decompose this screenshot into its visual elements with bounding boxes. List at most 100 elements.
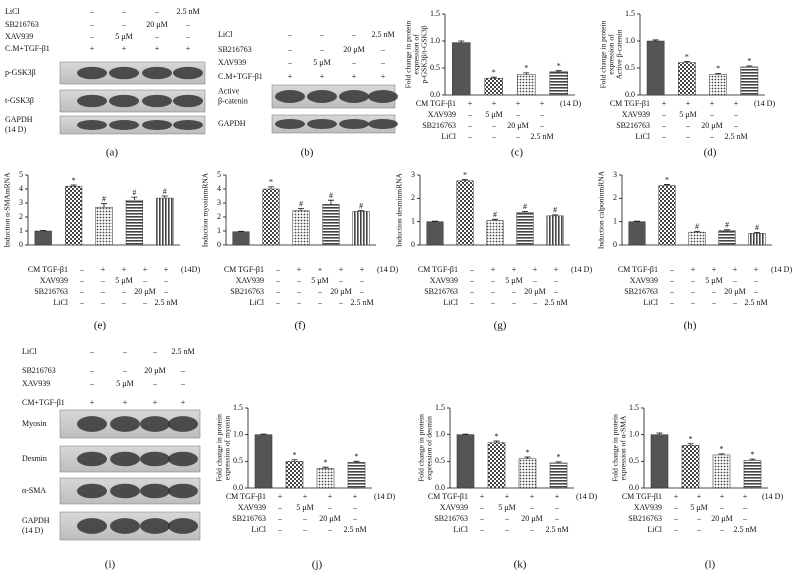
treatment-cell: –: [467, 110, 473, 119]
band-label: Active: [218, 86, 240, 95]
treatment-cell: –: [163, 276, 169, 285]
treatment-cell: –: [711, 287, 717, 296]
treatment-cell: –: [296, 287, 302, 296]
y-tick-label: 3: [613, 170, 617, 179]
error-bar: [524, 456, 531, 459]
treatment-name: SB216763: [22, 366, 56, 375]
y-tick-label: 0.5: [435, 456, 445, 465]
treatment-cell: +: [101, 265, 106, 274]
treatment-cell: –: [351, 30, 357, 39]
significance-marker: #: [493, 210, 497, 219]
bar: [628, 221, 646, 246]
band-label: α-SMA: [22, 486, 46, 495]
treatment-cell: –: [469, 298, 475, 307]
treatment-cell: +: [164, 265, 169, 274]
treatment-cell: –: [121, 20, 127, 29]
y-tick-label: 2: [217, 212, 221, 221]
band-label: Myosin: [22, 419, 46, 428]
treatment-name: XAV939: [634, 503, 662, 512]
y-tick-label: 5: [19, 170, 23, 179]
panel-label: (l): [705, 559, 716, 571]
treatment-cell: 20 μM: [724, 287, 745, 296]
y-tick-label: 2: [613, 193, 617, 202]
y-axis-label: expression of: [412, 34, 421, 75]
bar: [743, 460, 762, 489]
treatment-cell: –: [515, 110, 521, 119]
band-label: β-catenin: [218, 96, 248, 105]
treatment-cell: –: [661, 110, 667, 119]
treatment-cell: –: [529, 525, 535, 534]
treatment-cell: +: [328, 492, 333, 501]
treatment-cell: –: [685, 121, 691, 130]
treatment-name: CM TGF-β1: [428, 492, 468, 501]
treatment-cell: +: [90, 398, 95, 407]
treatment-cell: 2.5 nM: [744, 298, 767, 307]
y-tick-label: 1.0: [430, 36, 440, 45]
treatment-cell: –: [277, 503, 283, 512]
significance-marker: *: [720, 445, 724, 454]
treatment-cell: –: [515, 132, 521, 141]
treatment-cell: –: [319, 45, 325, 54]
blot-band: [339, 118, 369, 130]
treatment-cell: +: [720, 492, 725, 501]
treatment-cell: –: [696, 525, 702, 534]
treatment-cell: +: [512, 265, 517, 274]
bar: [516, 212, 534, 246]
treatment-name: XAV939: [630, 276, 658, 285]
treatment-cell: –: [711, 298, 717, 307]
treatment-cell: –: [553, 287, 559, 296]
treatment-cell: –: [380, 45, 386, 54]
y-tick-label: 1: [411, 216, 415, 225]
treatment-cell: –: [163, 287, 169, 296]
treatment-cell: –: [669, 287, 675, 296]
y-tick-label: 0.0: [430, 90, 440, 99]
significance-marker: *: [557, 453, 561, 462]
treatment-cell: +: [352, 72, 357, 81]
y-tick-label: 1.0: [233, 429, 243, 438]
treatment-cell: –: [275, 298, 281, 307]
treatment-name: XAV939: [22, 379, 50, 388]
treatment-cell: –: [89, 347, 95, 356]
blot-band: [140, 416, 170, 432]
treatment-name: LiCl: [443, 298, 458, 307]
panel-label: (b): [301, 147, 314, 159]
treatment-cell: +: [360, 265, 365, 274]
significance-marker: #: [523, 202, 527, 211]
error-bar: [555, 461, 562, 463]
bar: [678, 62, 696, 96]
treatment-cell: +: [318, 265, 323, 274]
treatment-cell: +: [540, 99, 545, 108]
blot-band: [110, 416, 140, 432]
treatment-name: SB216763: [232, 514, 266, 523]
bar: [650, 434, 669, 489]
treatment-name: LiCl: [251, 525, 266, 534]
bar: [517, 74, 536, 96]
treatment-name: SB216763: [230, 287, 264, 296]
panel-label: (i): [105, 559, 116, 571]
bar: [262, 188, 280, 246]
bar: [322, 204, 340, 246]
treatment-cell: –: [554, 514, 560, 523]
treatment-cell: –: [100, 287, 106, 296]
y-tick-label: 0.0: [233, 483, 243, 492]
bar: [292, 210, 310, 246]
treatment-cell: –: [742, 514, 748, 523]
treatment-cell: 5 μM: [311, 276, 328, 285]
treatment-cell: 5 μM: [690, 503, 707, 512]
treatment-cell: –: [296, 298, 302, 307]
treatment-name: XAV939: [428, 110, 456, 119]
treatment-cell: 20 μM: [343, 45, 364, 54]
treatment-name: CM TGF-β1: [610, 99, 650, 108]
y-tick-label: 0: [411, 240, 415, 249]
error-bar: [131, 196, 138, 201]
band-label: GAPDH: [5, 115, 33, 124]
blot-band: [307, 90, 337, 103]
significance-marker: *: [72, 176, 76, 185]
error-bar: [718, 453, 725, 455]
treatment-cell: –: [359, 287, 365, 296]
treatment-cell: –: [89, 366, 95, 375]
bar: [718, 230, 736, 246]
treatment-cell: –: [185, 20, 191, 29]
y-axis-label: Fold change in protein: [417, 414, 426, 482]
treatment-cell: –: [287, 30, 293, 39]
